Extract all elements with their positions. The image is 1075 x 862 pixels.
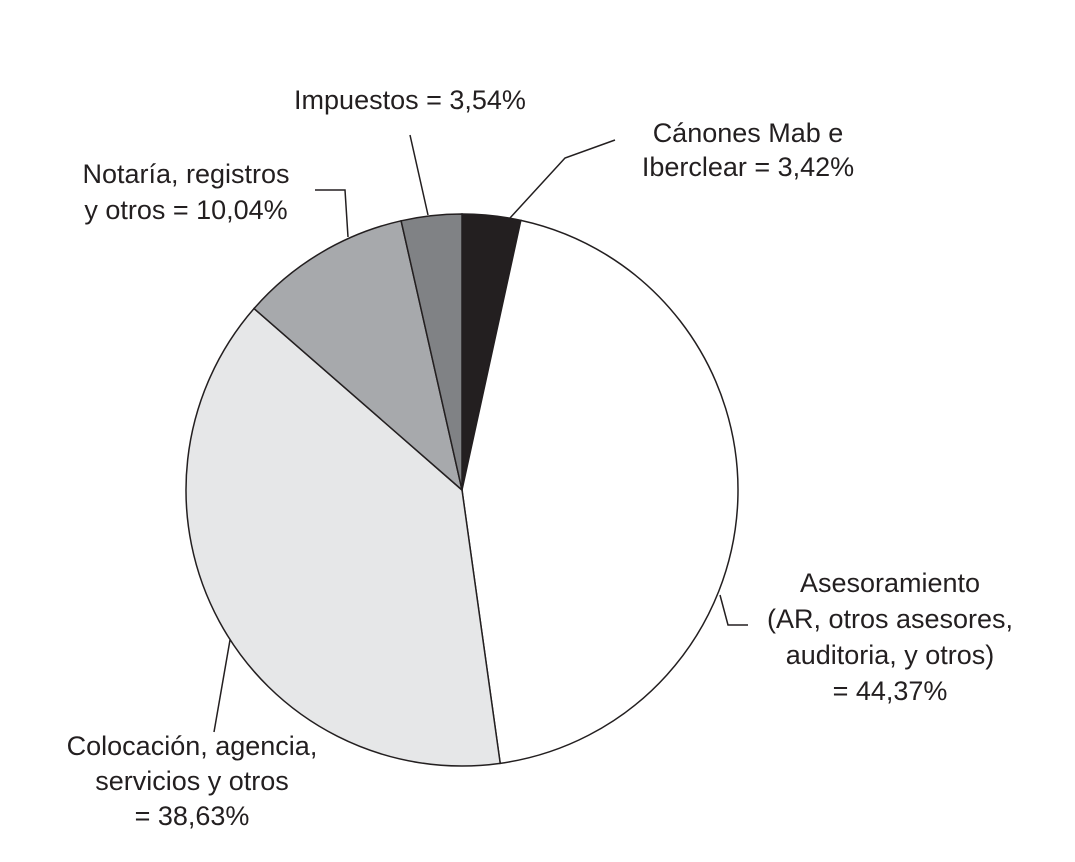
slice-label: y otros = 10,04% [84, 195, 287, 225]
leader-line [409, 134, 429, 216]
slice-label: Notaría, registros [82, 159, 289, 189]
slice-label: auditoria, y otros) [786, 640, 995, 670]
pie-slice [461, 219, 739, 765]
leader-lines [213, 134, 748, 733]
slice-label: Cánones Mab e [653, 118, 844, 148]
slice-label: (AR, otros asesores, [767, 604, 1013, 634]
leader-line [719, 594, 748, 626]
leader-line [315, 189, 349, 238]
pie-slice [252, 219, 464, 493]
slice-label: Impuestos = 3,54% [294, 85, 526, 115]
slice-label: = 38,63% [135, 801, 250, 831]
pie [185, 213, 739, 767]
slice-label: Colocación, agencia, [67, 731, 318, 761]
slice-label: = 44,37% [833, 676, 948, 706]
leader-line [509, 139, 616, 219]
slice-label: Iberclear = 3,42% [642, 152, 854, 182]
pie-slice [400, 213, 463, 491]
pie-slice [185, 307, 502, 767]
slice-label: Asesoramiento [800, 568, 980, 598]
leader-line [213, 639, 231, 733]
slice-label: servicios y otros [95, 766, 289, 796]
